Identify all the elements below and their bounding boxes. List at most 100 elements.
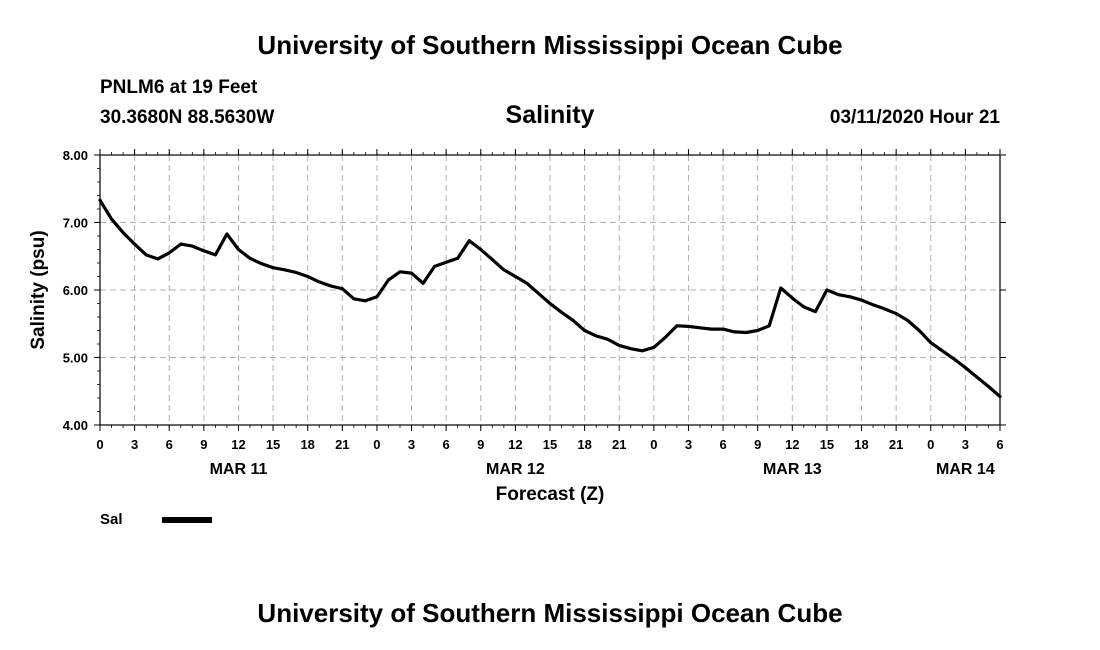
data-point xyxy=(594,334,598,338)
data-point xyxy=(490,258,494,262)
data-point xyxy=(963,366,967,370)
data-point xyxy=(444,260,448,264)
y-tick-label: 5.00 xyxy=(63,351,88,366)
data-point xyxy=(583,329,587,332)
data-point xyxy=(675,324,679,328)
data-point xyxy=(548,302,552,305)
data-point xyxy=(952,357,956,361)
data-point xyxy=(271,266,275,270)
axis-labels: 4.00 5.00 6.00 7.00 8.00 0 3 6 9 12 15 18 21 0 3 6 9 12 15… xyxy=(63,148,1004,478)
x-tick-label: 0 xyxy=(927,437,934,452)
x-tick-label: 12 xyxy=(231,437,245,452)
data-point xyxy=(721,327,725,331)
x-tick-label: 18 xyxy=(854,437,868,452)
y-tick-label: 8.00 xyxy=(63,148,88,163)
forecast-datetime: 03/11/2020 Hour 21 xyxy=(829,107,1000,128)
data-point xyxy=(283,268,287,272)
data-point xyxy=(606,337,610,341)
data-point xyxy=(975,375,979,379)
data-point xyxy=(537,291,540,295)
x-tick-label: 15 xyxy=(543,437,557,452)
data-point xyxy=(848,295,852,299)
coordinates-label: 30.3680N 88.5630W xyxy=(100,107,275,128)
data-point xyxy=(860,298,863,302)
data-point xyxy=(306,275,310,278)
data-point xyxy=(387,278,390,282)
data-point xyxy=(363,299,367,303)
x-tick-label: 6 xyxy=(166,437,173,452)
x-tick-label: 12 xyxy=(785,437,799,452)
data-point xyxy=(906,318,910,322)
data-point xyxy=(398,270,402,274)
data-point xyxy=(825,288,829,292)
data-point xyxy=(237,248,240,251)
data-point xyxy=(744,331,748,334)
x-tick-label: 3 xyxy=(685,437,692,452)
data-point xyxy=(837,293,840,297)
date-label: MAR 12 xyxy=(486,461,545,478)
x-tick-label: 12 xyxy=(508,437,522,452)
data-point xyxy=(802,305,806,309)
x-tick-label: 3 xyxy=(131,437,138,452)
grid xyxy=(100,155,1000,425)
data-point xyxy=(329,284,333,288)
data-point xyxy=(698,326,702,330)
data-point xyxy=(940,349,944,353)
data-point xyxy=(894,312,898,316)
station-label: PNLM6 at 19 Feet xyxy=(100,77,258,98)
legend-label: Sal xyxy=(100,511,123,528)
x-tick-label: 0 xyxy=(96,437,103,452)
data-point xyxy=(560,310,563,314)
data-point xyxy=(767,324,771,328)
data-point xyxy=(710,327,713,331)
data-point xyxy=(110,217,113,221)
data-point xyxy=(479,248,483,251)
date-label: MAR 13 xyxy=(763,461,822,478)
x-tick-label: 21 xyxy=(335,437,349,452)
data-point xyxy=(525,281,529,285)
data-point xyxy=(883,307,887,311)
legend-swatch xyxy=(162,517,212,523)
y-axis-label: Salinity (psu) xyxy=(28,230,49,349)
data-point xyxy=(790,296,794,300)
series-layer xyxy=(98,198,1002,399)
data-point xyxy=(144,253,148,257)
page-title: University of Southern Mississippi Ocean… xyxy=(257,30,843,60)
x-tick-label: 9 xyxy=(200,437,207,452)
data-point xyxy=(133,242,137,246)
date-label: MAR 14 xyxy=(936,461,995,478)
x-tick-label: 15 xyxy=(266,437,280,452)
data-point xyxy=(779,286,783,290)
data-point xyxy=(571,318,575,322)
data-point xyxy=(456,256,460,260)
data-point xyxy=(652,345,656,349)
y-tick-label: 6.00 xyxy=(63,283,88,298)
plot-frame xyxy=(99,154,1001,426)
date-label: MAR 11 xyxy=(210,461,268,478)
data-point xyxy=(421,281,425,285)
data-point xyxy=(121,231,125,235)
data-point xyxy=(871,303,875,307)
x-tick-label: 9 xyxy=(477,437,484,452)
data-point xyxy=(663,335,667,339)
data-point xyxy=(733,330,737,334)
data-point xyxy=(202,249,206,253)
x-tick-label: 21 xyxy=(612,437,626,452)
data-point xyxy=(687,325,690,328)
data-point xyxy=(352,297,356,301)
data-point xyxy=(248,256,252,260)
data-point xyxy=(156,257,160,261)
data-point xyxy=(813,310,817,313)
data-point xyxy=(375,295,379,299)
x-tick-label: 6 xyxy=(443,437,450,452)
x-tick-label: 15 xyxy=(820,437,834,452)
data-point xyxy=(502,268,506,272)
data-point xyxy=(998,395,1002,399)
x-tick-label: 9 xyxy=(754,437,761,452)
x-tick-label: 3 xyxy=(408,437,415,452)
x-tick-label: 0 xyxy=(650,437,657,452)
data-point xyxy=(190,244,194,248)
data-point xyxy=(467,239,471,243)
data-point xyxy=(640,349,644,353)
